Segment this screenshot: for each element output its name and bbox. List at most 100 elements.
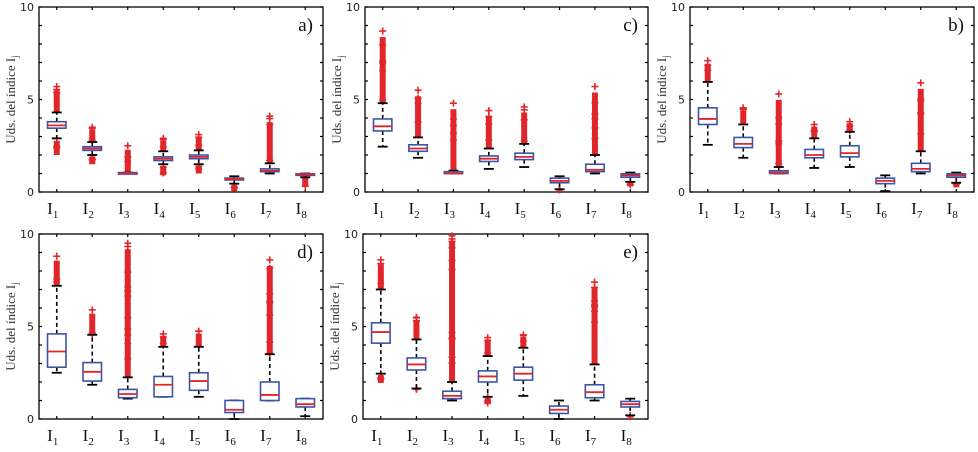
- box-iqr: [804, 148, 825, 159]
- x-tick-label-subscript: 4: [159, 436, 165, 448]
- outlier-band: [266, 265, 273, 355]
- outlier-band: [377, 264, 384, 290]
- outlier-band: [484, 340, 491, 357]
- box-I4: I4: [153, 234, 174, 448]
- box-I8: I8: [620, 234, 641, 448]
- outlier-band: [449, 241, 456, 382]
- x-tick-label-subscript: 5: [846, 209, 852, 221]
- x-tick-label: I6: [225, 426, 237, 448]
- box-I6: I6: [224, 7, 245, 221]
- y-axis-label: Uds. del índice Ij: [327, 282, 344, 370]
- x-tick-label-subscript: 3: [124, 436, 130, 448]
- box-iqr: [370, 321, 391, 344]
- y-axis-label-subscript: j: [661, 55, 671, 59]
- y-tick-label: 5: [353, 94, 360, 107]
- x-tick-label-subscript: 3: [450, 209, 456, 221]
- box-I2: I2: [82, 234, 103, 448]
- x-tick-label-subscript: 6: [881, 209, 887, 221]
- x-tick-label-subscript: 2: [88, 436, 94, 448]
- outlier-band: [89, 129, 96, 143]
- box-I1: I1: [697, 7, 718, 221]
- box-I4: I4: [477, 234, 498, 448]
- outlier-band: [917, 88, 924, 152]
- x-tick-label-subscript: 2: [739, 209, 745, 221]
- x-tick-label: I7: [585, 426, 597, 448]
- x-tick-label-subscript: 1: [377, 436, 383, 448]
- outlier-band: [591, 288, 598, 365]
- x-tick-label: I8: [296, 199, 308, 221]
- x-tick-label-subscript: 8: [626, 436, 632, 448]
- x-tick-label-subscript: 4: [484, 436, 490, 448]
- box-I4: I4: [478, 7, 499, 221]
- panel-label: b): [948, 15, 964, 36]
- x-tick-label: I5: [189, 199, 201, 221]
- x-tick-label: I5: [840, 199, 852, 221]
- box-iqr: [584, 383, 605, 399]
- panel-d: 0 5 10 Uds. del índice Ij d) I1 I2 I3 I4 I5 I6 I7 I8: [3, 228, 324, 448]
- x-tick-label: I8: [296, 426, 308, 448]
- x-tick-label-subscript: 3: [775, 209, 781, 221]
- plot-frame: [38, 6, 324, 193]
- box-I2: I2: [408, 7, 429, 221]
- box-I7: I7: [910, 7, 931, 221]
- box-iqr: [733, 136, 754, 149]
- box-I6: I6: [224, 234, 245, 448]
- y-tick-label: 5: [351, 321, 358, 334]
- y-tick-label: 10: [20, 228, 34, 241]
- box-I7: I7: [259, 7, 280, 221]
- y-axis-label-subscript: j: [336, 55, 346, 59]
- x-tick-label-subscript: 7: [591, 209, 597, 221]
- box-iqr: [910, 162, 931, 173]
- x-tick-label-subscript: 4: [485, 209, 491, 221]
- y-axis-label-subscript: j: [10, 55, 20, 59]
- y-tick-label: 0: [353, 186, 360, 199]
- x-tick-label: I6: [876, 199, 888, 221]
- x-tick-label-subscript: 2: [414, 209, 420, 221]
- x-tick-label-subscript: 8: [626, 209, 632, 221]
- x-tick-label-subscript: 3: [124, 209, 130, 221]
- y-axis-label: Uds. del índice Ij: [3, 55, 20, 143]
- x-tick-label: I5: [515, 199, 527, 221]
- x-tick-label-subscript: 1: [53, 436, 59, 448]
- x-tick-label-subscript: 6: [555, 436, 561, 448]
- plot-frame: [362, 233, 649, 420]
- box-I3: I3: [441, 232, 463, 448]
- x-tick-label: I6: [550, 199, 562, 221]
- y-tick-label: 0: [351, 413, 358, 426]
- x-tick-label: I1: [698, 199, 709, 221]
- x-tick-label-subscript: 2: [413, 436, 419, 448]
- x-tick-label: I6: [549, 426, 561, 448]
- outlier-band: [413, 320, 420, 340]
- box-I5: I5: [514, 7, 535, 221]
- box-I7: I7: [584, 234, 605, 448]
- y-tick-label: 10: [344, 228, 358, 241]
- x-tick-label: I2: [83, 426, 94, 448]
- panel-label: d): [297, 242, 313, 263]
- box-iqr: [224, 399, 245, 414]
- box-I1: I1: [372, 7, 393, 221]
- x-tick-label: I5: [189, 426, 201, 448]
- x-tick-label: I1: [373, 199, 384, 221]
- box-iqr: [697, 107, 718, 126]
- x-tick-label: I7: [585, 199, 597, 221]
- y-axis-label-subscript: j: [10, 282, 20, 286]
- x-tick-label: I4: [154, 199, 166, 221]
- box-I4: I4: [804, 7, 825, 221]
- box-I3: I3: [117, 234, 138, 448]
- x-tick-label: I4: [478, 426, 490, 448]
- panel-b: 0 5 10 Uds. del índice Ij b) I1 I2 I3 I4 I5 I6 I7 I8: [654, 1, 975, 221]
- outlier-band: [415, 96, 422, 138]
- x-tick-label: I8: [621, 199, 633, 221]
- outlier-band: [591, 92, 598, 155]
- x-tick-label: I4: [805, 199, 817, 221]
- panel-a: 0 5 10 Uds. del índice Ij a) I1 I2 I3 I4 I5 I6 I7 I8: [3, 1, 324, 221]
- box-iqr: [584, 163, 605, 173]
- outlier-band: [485, 116, 492, 149]
- x-tick-label-subscript: 1: [53, 209, 59, 221]
- outlier-band: [775, 99, 782, 168]
- x-tick-label: I7: [260, 199, 272, 221]
- x-tick-label: I3: [118, 199, 130, 221]
- x-tick-label-subscript: 4: [810, 209, 816, 221]
- box-I8: I8: [295, 7, 316, 221]
